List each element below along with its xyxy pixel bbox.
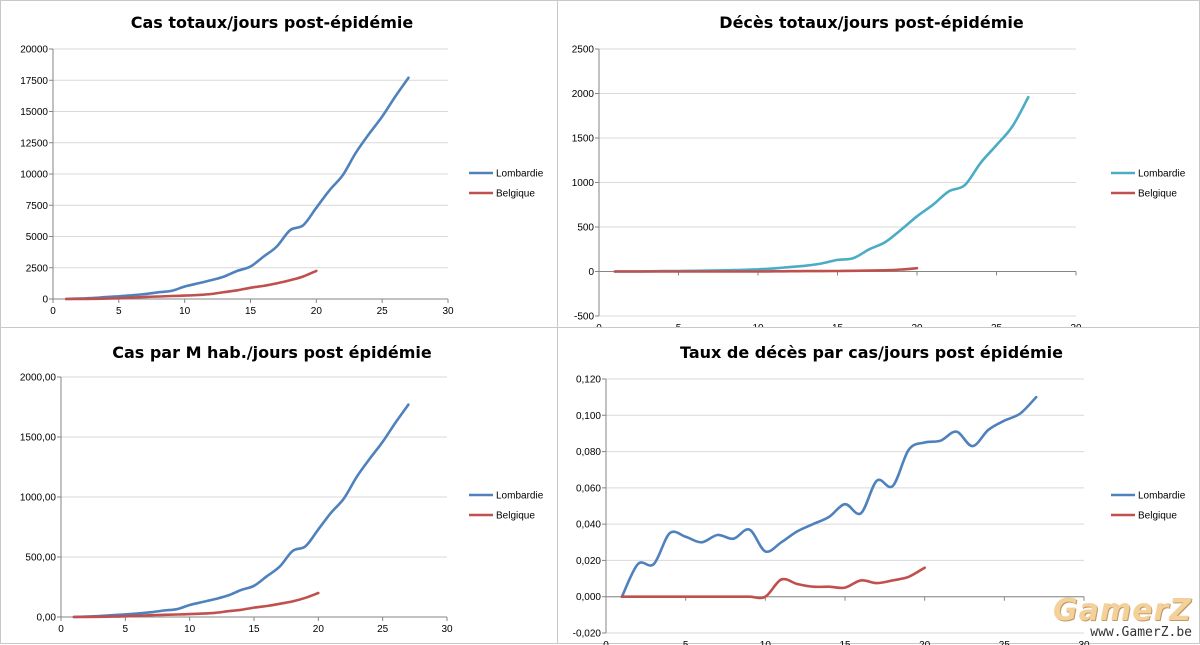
x-tick-label: 5 [123,624,129,635]
y-tick-label: 17500 [20,76,48,87]
x-tick-label: 30 [1070,323,1082,329]
y-tick-label: -500 [574,312,594,323]
y-tick-label: 0,080 [576,447,601,458]
x-tick-label: 10 [752,323,764,329]
chart-total-deaths: Décès totaux/jours post-épidémie-5000500… [572,13,1186,329]
series-line-belgique [64,269,318,301]
series-line-belgique [613,266,919,273]
y-tick-label: 2000 [572,89,595,100]
y-tick-label: 0,040 [576,520,601,531]
x-tick-label: 10 [179,306,191,317]
y-tick-label: 0,060 [576,483,601,494]
x-tick-label: 30 [1078,640,1090,645]
y-tick-label: 5000 [26,232,49,243]
y-tick-label: 0 [42,295,48,306]
watermark-logo: GamerZ [1052,593,1192,628]
y-tick-label: 20000 [20,45,48,56]
x-tick-label: 25 [377,624,389,635]
y-tick-label: 0 [588,267,594,278]
chart-panel-total-deaths: Décès totaux/jours post-épidémie -500 0 500… [557,0,1200,329]
x-tick-label: 20 [313,624,325,635]
x-tick-label: 5 [676,323,682,329]
series-line-lombardie [64,76,410,301]
series-line-lombardie [620,395,1038,598]
x-tick-label: 10 [760,640,772,645]
x-tick-label: 20 [311,306,323,317]
y-tick-label: 0,000 [576,592,601,603]
y-tick-label: 7500 [26,201,49,212]
y-tick-label: 12500 [20,138,48,149]
x-tick-label: 5 [683,640,689,645]
y-tick-label: 1500 [572,134,595,145]
chart-cases-per-million: Cas par M hab./jours post épidémie0,0050… [20,343,544,635]
x-tick-label: 15 [832,323,844,329]
chart-total-cases: Cas totaux/jours post-épidémie 0 2500 5000 7… [20,13,544,317]
y-tick-label: 0,020 [576,556,601,567]
legend-label-belgique: Belgique [1138,189,1177,200]
chart-death-rate: Taux de décès par cas/jours post épidémi… [573,343,1186,645]
legend-label-lombardie: Lombardie [1138,169,1186,180]
legend-label-belgique: Belgique [496,511,535,522]
y-tick-label: 500 [577,223,594,234]
x-tick-label: 5 [116,306,122,317]
chart-panel-total-cases: Cas totaux/jours post-épidémie 0 2500 5000 7… [0,0,558,328]
y-tick-label: 0,00 [37,613,57,624]
y-tick-label: 2500 [26,263,49,274]
legend-label-lombardie: Lombardie [1138,491,1186,502]
x-tick-label: 15 [248,624,260,635]
watermark-url: www.GamerZ.be [1090,625,1192,640]
x-tick-label: 10 [184,624,196,635]
x-tick-label: 20 [911,323,923,329]
chart-panel-cases-per-million: Cas par M hab./jours post épidémie 0,00 50… [0,327,558,644]
y-tick-label: 1500,00 [20,433,57,444]
y-tick-label: 2000,00 [20,373,57,384]
x-tick-label: 0 [50,306,56,317]
series-line-belgique [72,591,320,619]
legend-label-lombardie: Lombardie [496,491,544,502]
watermark: GamerZ www.GamerZ.be [1053,596,1192,640]
x-tick-label: 25 [377,306,389,317]
legend-label-lombardie: Lombardie [496,169,544,180]
series-line-lombardie [613,95,1030,273]
x-tick-label: 25 [999,640,1011,645]
y-tick-label: 0,100 [576,411,601,422]
x-tick-label: 0 [596,323,602,329]
x-tick-label: 25 [991,323,1003,329]
chart-title: Cas totaux/jours post-épidémie [131,13,414,32]
y-tick-label: 1000,00 [20,493,57,504]
x-tick-label: 0 [58,624,64,635]
legend-label-belgique: Belgique [1138,511,1177,522]
y-tick-label: 1000 [572,178,595,189]
chart-panel-death-rate: Taux de décès par cas/jours post épidémi… [557,327,1200,645]
chart-title: Taux de décès par cas/jours post épidémi… [680,343,1063,362]
chart-title: Cas par M hab./jours post épidémie [112,343,432,362]
y-tick-label: 2500 [572,45,595,56]
y-tick-label: 0,120 [576,375,601,386]
chart-title: Décès totaux/jours post-épidémie [719,13,1024,32]
x-tick-label: 0 [603,640,609,645]
legend-label-belgique: Belgique [496,189,535,200]
y-tick-label: 10000 [20,170,48,181]
y-tick-label: 15000 [20,107,48,118]
series-line-belgique [620,566,926,600]
y-tick-label: -0,020 [573,629,602,640]
series-line-lombardie [72,403,410,619]
x-tick-label: 30 [441,624,453,635]
x-tick-label: 20 [919,640,931,645]
x-tick-label: 15 [245,306,257,317]
y-tick-label: 500,00 [25,553,56,564]
x-tick-label: 30 [442,306,454,317]
x-tick-label: 15 [839,640,851,645]
